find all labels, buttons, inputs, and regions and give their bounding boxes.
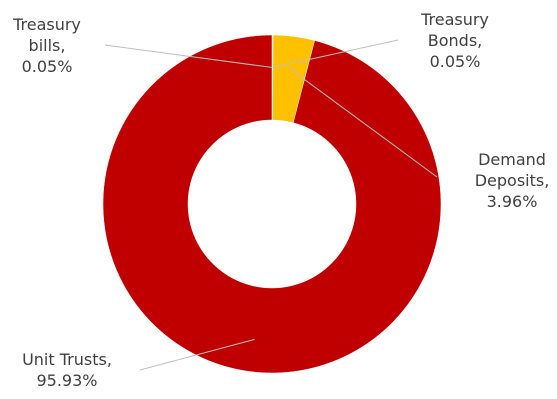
data-label-treasury-bonds: Treasury Bonds, 0.05% bbox=[420, 10, 489, 71]
leader-line bbox=[272, 39, 399, 68]
leader-line bbox=[104, 44, 273, 68]
data-label-demand-deposits: Demand Deposits, 3.96% bbox=[475, 150, 550, 211]
leader-line bbox=[139, 338, 255, 371]
slice-unit-trusts bbox=[102, 34, 442, 374]
data-label-treasury-bills: Treasury bills, 0.05% bbox=[12, 15, 81, 76]
leader-line bbox=[289, 68, 438, 178]
data-label-unit-trusts: Unit Trusts, 95.93% bbox=[22, 350, 112, 390]
